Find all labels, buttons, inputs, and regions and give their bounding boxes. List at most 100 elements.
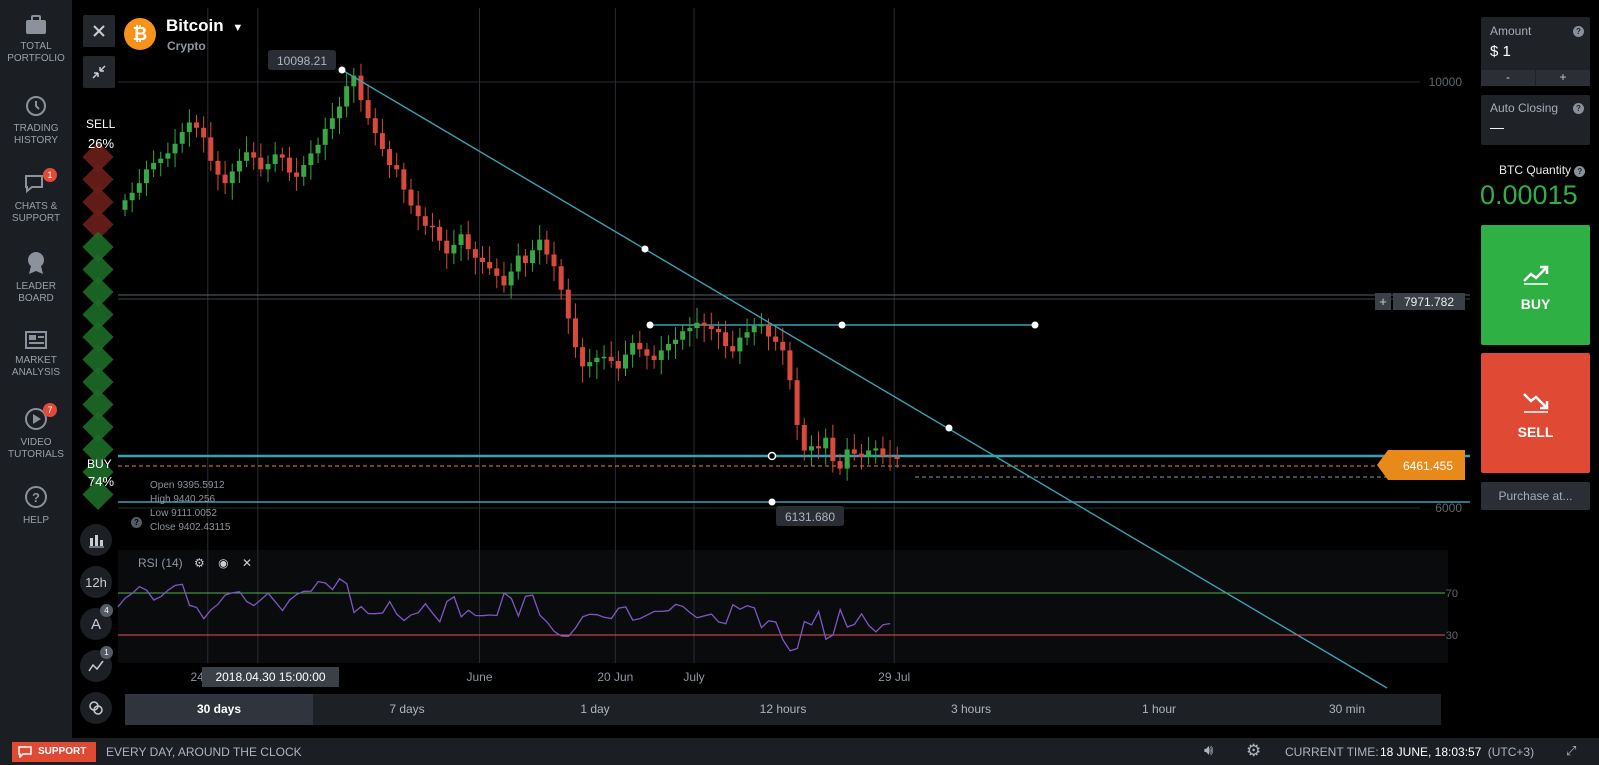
candle-body [694, 322, 700, 329]
sell-button[interactable]: SELL [1481, 353, 1590, 473]
candle-body [179, 132, 185, 144]
candle-body [415, 205, 421, 217]
gear-icon[interactable]: ⚙ [194, 556, 205, 570]
trend-up-icon [1522, 265, 1548, 285]
btc-quantity-label: BTC Quantity ? [1499, 163, 1586, 177]
candle-body [637, 342, 643, 350]
close-icon[interactable]: ✕ [241, 556, 253, 570]
help-icon: ? [25, 486, 47, 508]
nav-video-tutorials[interactable]: 7 VIDEO TUTORIALS [0, 403, 72, 461]
sound-icon[interactable]: 🔊︎ [1204, 742, 1214, 759]
history-icon [26, 96, 46, 116]
current-price-tag: 6461.455 [1377, 450, 1465, 480]
trendline[interactable] [338, 66, 1388, 689]
timeframe-7-days[interactable]: 7 days [389, 702, 425, 716]
bitcoin-symbol: ₿ [132, 23, 148, 44]
auto-closing-help-icon[interactable]: ? [1573, 103, 1584, 114]
candle-body [558, 266, 564, 290]
indicators-button[interactable]: 1 [80, 646, 113, 682]
line-handle [767, 451, 777, 461]
close-chart-button[interactable] [83, 15, 115, 47]
rsi-title: RSI (14) ⚙ ◉ ✕ [138, 556, 252, 570]
buy-button[interactable]: BUY [1481, 225, 1590, 345]
candle-body [773, 336, 779, 342]
amount-increase-button[interactable]: + [1536, 70, 1590, 86]
nav-trading-history[interactable]: TRADING HISTORY [0, 94, 72, 147]
sentiment-sell-percent: 26% [88, 136, 115, 151]
asset-selector[interactable]: Bitcoin ▼ [166, 16, 243, 36]
candle-body [580, 347, 586, 367]
drawing-tools-button[interactable]: A 4 [80, 604, 113, 640]
ohlc-open: Open 9395.5912 [150, 480, 225, 491]
candle-body [687, 328, 693, 332]
candle-body [379, 133, 385, 150]
candle-body [265, 164, 271, 170]
candle-body [365, 100, 371, 119]
nav-label: VIDEO [20, 437, 52, 448]
timeframe-30-days[interactable]: 30 days [125, 694, 313, 725]
buy-label: BUY [1520, 296, 1551, 312]
timeframe-12-hours[interactable]: 12 hours [759, 702, 807, 716]
qty-help-icon[interactable]: ? [1574, 166, 1586, 177]
timeframe-30-min[interactable]: 30 min [1328, 702, 1366, 716]
nav-leader-board[interactable]: LEADER BOARD [0, 250, 72, 305]
nav-total-portfolio[interactable]: TOTAL PORTFOLIO [0, 14, 72, 65]
support-button[interactable]: SUPPORT [12, 742, 96, 762]
sentiment-diamond [82, 298, 114, 331]
candle-body [472, 249, 478, 258]
candle-body [158, 158, 164, 163]
collapse-button[interactable] [83, 56, 115, 88]
drawing-icon: A [90, 615, 101, 633]
x-tick-label: 29 Jul [878, 670, 910, 684]
candle-body [122, 200, 128, 210]
asset-type: Crypto [167, 39, 206, 53]
sentiment-bar [82, 141, 114, 511]
candle-body [751, 325, 757, 333]
candle-body [408, 189, 414, 206]
y-axis-labels: 10000 6000 [1429, 75, 1463, 515]
newspaper-icon [25, 331, 47, 349]
current-time-label: CURRENT TIME: [1285, 745, 1379, 759]
candle-body [222, 174, 228, 184]
amount-box: Amount ? - + [1481, 17, 1590, 86]
support-label: SUPPORT [38, 746, 87, 757]
auto-closing-box[interactable]: Auto Closing ? — [1481, 95, 1590, 145]
candle-body [744, 332, 750, 338]
candle-body [294, 172, 300, 177]
candle-body [151, 162, 157, 170]
eye-icon[interactable]: ◉ [218, 556, 229, 570]
candle-body [258, 157, 264, 170]
peak-label: 10098.21 [268, 50, 336, 70]
interval-button[interactable]: 12h [80, 566, 112, 598]
nav-chats-support[interactable]: 1 CHATS & SUPPORT [0, 168, 72, 225]
settings-gear-icon[interactable]: ⚙ [1246, 741, 1262, 760]
compare-button[interactable] [80, 692, 112, 724]
timeframe-1-day[interactable]: 1 day [580, 702, 610, 716]
amount-input[interactable] [1490, 43, 1580, 60]
candle-body [766, 324, 771, 337]
nav-help[interactable]: ? HELP [0, 484, 72, 527]
timeframe-3-hours[interactable]: 3 hours [950, 702, 992, 716]
candle-body [823, 437, 829, 449]
candle-body [429, 225, 435, 228]
candle-body [630, 342, 636, 355]
purchase-at-button[interactable]: Purchase at... [1481, 482, 1590, 510]
nav-market-analysis[interactable]: MARKET ANALYSIS [0, 330, 72, 379]
rsi-line [117, 577, 891, 652]
trendline-handle [338, 66, 346, 74]
candle-body [279, 154, 285, 158]
trough-label: 6131.680 [776, 506, 844, 526]
indicator-icon [88, 660, 104, 672]
timeframe-1-hour[interactable]: 1 hour [1141, 702, 1177, 716]
candle-body [444, 240, 450, 254]
amount-help-icon[interactable]: ? [1573, 26, 1584, 37]
candle-body [465, 234, 471, 250]
ohlc-help-icon[interactable]: ? [131, 517, 142, 528]
fullscreen-icon[interactable]: ⤢ [1566, 743, 1577, 758]
candle-body [172, 143, 178, 154]
nav-label: MARKET [15, 355, 57, 366]
amount-decrease-button[interactable]: - [1481, 70, 1535, 86]
candle-body [601, 356, 607, 359]
chart-type-button[interactable] [80, 524, 112, 556]
